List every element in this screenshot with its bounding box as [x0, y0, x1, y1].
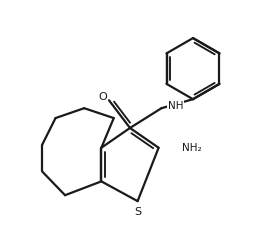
Text: NH₂: NH₂ — [182, 143, 202, 153]
Text: S: S — [134, 207, 141, 217]
Text: O: O — [98, 92, 107, 102]
Text: NH: NH — [168, 101, 183, 111]
